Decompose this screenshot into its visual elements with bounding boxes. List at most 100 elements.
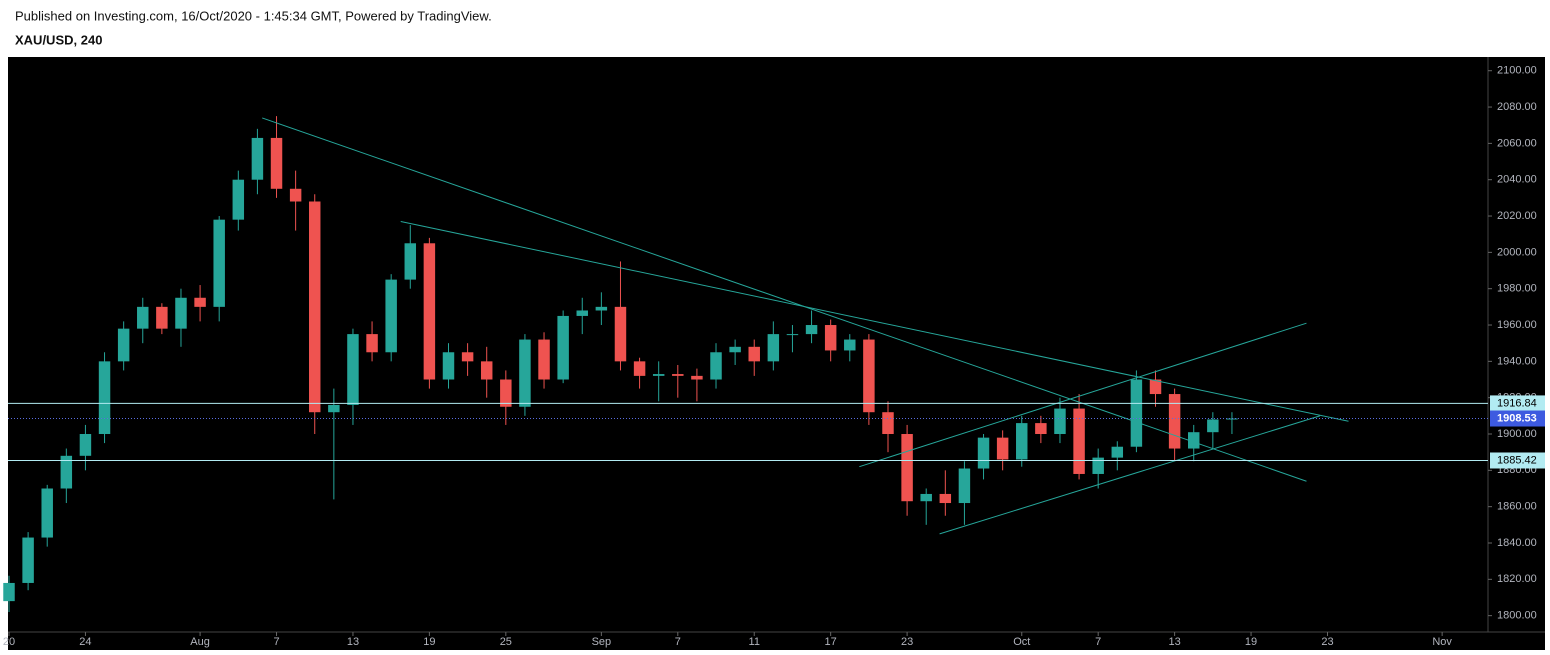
- candle-body: [1073, 408, 1085, 474]
- candle-body: [691, 375, 703, 380]
- candle-body: [633, 361, 646, 376]
- candle-body: [385, 279, 397, 353]
- x-tick-label: 13: [347, 636, 359, 648]
- candle-body: [767, 334, 780, 362]
- y-tick-label: 1900.00: [1497, 428, 1537, 440]
- candle-body: [1168, 394, 1181, 449]
- x-tick-label: Nov: [1432, 636, 1452, 648]
- candle-body: [1207, 419, 1219, 433]
- y-tick-label: 1800.00: [1497, 610, 1537, 622]
- price-label: 1885.42: [1497, 454, 1537, 466]
- x-tick-label: 13: [1168, 636, 1180, 648]
- candle-body: [557, 315, 569, 380]
- y-tick-label: 2000.00: [1497, 246, 1537, 258]
- candle-body: [79, 434, 92, 456]
- x-tick-label: Sep: [592, 636, 612, 648]
- candle-body: [901, 434, 913, 502]
- candle-body: [1016, 423, 1028, 460]
- candle-body: [977, 437, 990, 469]
- x-tick-label: Oct: [1013, 636, 1030, 648]
- candle-body: [824, 325, 837, 351]
- candle-body: [22, 537, 34, 583]
- x-tick-label: 17: [825, 636, 837, 648]
- x-tick-label: 24: [79, 636, 91, 648]
- candle-body: [1149, 379, 1162, 395]
- chart-title: XAU/USD, 240: [15, 32, 102, 47]
- candle-body: [614, 306, 627, 362]
- x-tick-label: 19: [1245, 636, 1257, 648]
- y-tick-label: 2060.00: [1497, 137, 1537, 149]
- candle-body: [328, 404, 340, 413]
- y-tick-label: 2020.00: [1497, 210, 1537, 222]
- y-tick-label: 1940.00: [1497, 355, 1537, 367]
- trend-line: [262, 117, 1307, 482]
- candle-body: [423, 243, 436, 380]
- candle-body: [60, 455, 73, 489]
- candle-body: [3, 582, 15, 602]
- trend-line: [939, 415, 1320, 535]
- candle-body: [98, 361, 111, 435]
- candle-body: [347, 334, 359, 405]
- y-tick-label: 1980.00: [1497, 283, 1537, 295]
- candle-body: [1130, 379, 1143, 447]
- y-tick-label: 1860.00: [1497, 501, 1537, 513]
- candle-body: [996, 437, 1009, 460]
- x-tick-label: 23: [1321, 636, 1333, 648]
- candle-body: [1111, 446, 1124, 458]
- candle-body: [156, 306, 168, 329]
- candle-body: [117, 328, 130, 362]
- x-tick-label: Aug: [190, 636, 210, 648]
- candle-body: [844, 339, 856, 351]
- candle-body: [366, 334, 378, 353]
- y-tick-label: 1820.00: [1497, 573, 1537, 585]
- candle-body: [538, 339, 550, 380]
- candle-body: [232, 179, 245, 220]
- candle-body: [1226, 418, 1238, 420]
- candle-body: [595, 306, 608, 311]
- candle-body: [882, 412, 894, 435]
- candle-body: [576, 310, 588, 316]
- candle-body: [461, 352, 474, 362]
- candle-body: [442, 352, 455, 380]
- candle-body: [270, 137, 283, 189]
- last-price-label: 1908.53: [1497, 412, 1537, 424]
- candle-body: [289, 188, 302, 202]
- price-label-box: [1490, 395, 1545, 412]
- price-label: 1916.84: [1497, 397, 1537, 409]
- candle-body: [251, 137, 264, 180]
- candle-body: [729, 346, 741, 353]
- candle-body: [213, 219, 225, 307]
- y-tick-label: 2040.00: [1497, 174, 1537, 186]
- trend-line: [400, 220, 1349, 422]
- candle-body: [41, 488, 53, 538]
- candle-body: [137, 306, 149, 329]
- x-tick-label: 19: [423, 636, 435, 648]
- x-tick-label: 25: [500, 636, 512, 648]
- y-tick-label: 1840.00: [1497, 537, 1537, 549]
- candle-body: [748, 346, 760, 362]
- x-tick-label: 7: [675, 636, 681, 648]
- y-tick-label: 2100.00: [1497, 65, 1537, 77]
- candle-body: [786, 334, 799, 336]
- candle-body: [1187, 432, 1200, 449]
- candle-body: [309, 201, 321, 413]
- candle-body: [958, 468, 971, 504]
- candle-body: [672, 374, 684, 376]
- candle-body: [920, 493, 932, 502]
- candle-body: [805, 325, 818, 335]
- candle-body: [519, 339, 531, 407]
- x-tick-label: 7: [1095, 636, 1101, 648]
- candle-body: [1035, 423, 1047, 435]
- candle-body: [710, 352, 722, 380]
- candle-body: [652, 374, 665, 376]
- candle-body: [175, 297, 187, 329]
- last-price-box: [1490, 410, 1545, 427]
- candle-body: [1054, 408, 1066, 435]
- y-tick-label: 2080.00: [1497, 101, 1537, 113]
- x-tick-label: 7: [273, 636, 279, 648]
- x-tick-label: 11: [749, 636, 760, 648]
- candle-body: [194, 297, 206, 307]
- candle-body: [500, 379, 512, 407]
- x-tick-label: 23: [901, 636, 913, 648]
- y-tick-label: 1960.00: [1497, 319, 1537, 331]
